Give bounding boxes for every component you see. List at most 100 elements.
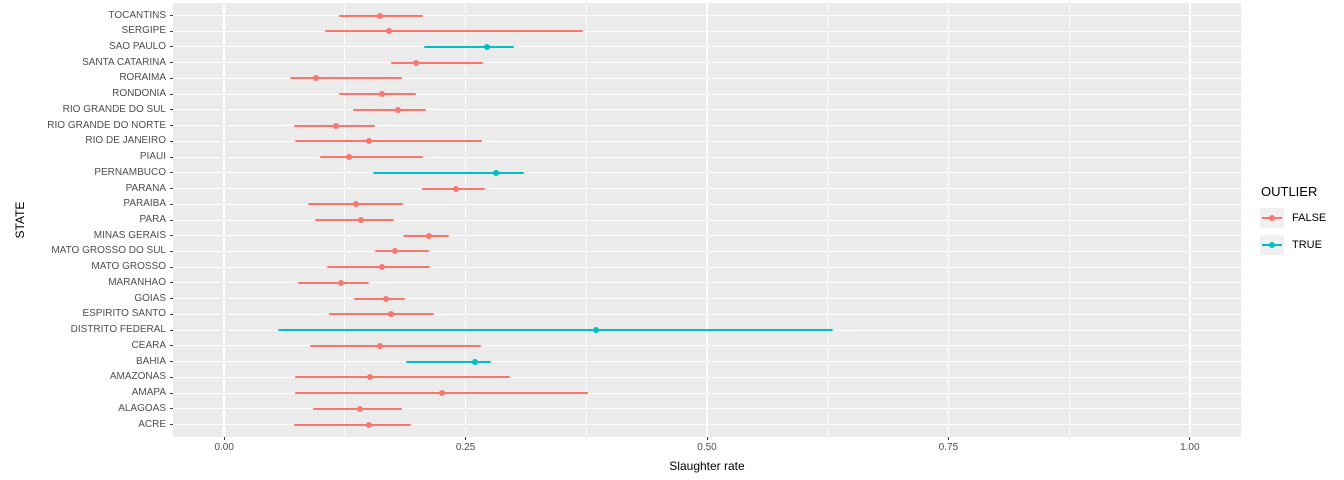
y-tick-label: SANTA CATARINA [82, 56, 166, 68]
legend-entry: FALSE [1260, 208, 1326, 228]
y-tick-label: PARA [139, 214, 167, 225]
y-axis-tick [170, 376, 173, 378]
error-bar [278, 329, 834, 332]
gridline-vertical-minor [827, 3, 829, 437]
error-bar [293, 423, 411, 426]
y-axis-tick [170, 30, 173, 32]
y-axis-tick [170, 298, 173, 300]
data-point [394, 106, 401, 113]
data-point [492, 169, 499, 176]
error-bar [289, 77, 402, 80]
y-axis-tick [170, 392, 173, 394]
x-axis-tick [465, 437, 467, 440]
y-tick-label: RIO GRANDE DO SUL [62, 103, 166, 115]
gridline-vertical-major [464, 3, 467, 437]
y-tick-label: MINAS GERAIS [93, 229, 166, 241]
y-axis-tick [170, 408, 173, 410]
gridline-vertical-major [947, 3, 950, 437]
y-tick-label: BAHIA [135, 355, 166, 367]
data-point [392, 248, 399, 255]
legend-key-point [1269, 215, 1275, 221]
y-tick-label: RIO GRANDE DO NORTE [47, 119, 166, 131]
data-point [366, 421, 373, 428]
y-axis-tick [170, 188, 173, 190]
y-axis-tick [170, 46, 173, 48]
data-point [439, 390, 446, 397]
gridline-vertical-major [223, 3, 226, 437]
y-tick-label: DISTRITO FEDERAL [70, 324, 166, 336]
x-tick-label: 0.75 [938, 442, 959, 453]
error-bar [326, 266, 430, 269]
x-axis-tick [706, 437, 708, 440]
y-tick-label: PIAUI [139, 151, 166, 163]
y-axis-tick [170, 156, 173, 158]
gridline-vertical-minor [585, 3, 587, 437]
data-point [472, 358, 479, 365]
error-bar [405, 360, 491, 363]
error-bar [372, 171, 524, 174]
error-bar [324, 30, 584, 33]
y-tick-label: MATO GROSSO DO SUL [51, 245, 166, 257]
y-tick-label: RONDONIA [112, 88, 166, 100]
gridline-vertical-minor [1068, 3, 1070, 437]
y-tick-label: CEARA [131, 339, 166, 351]
data-point [376, 342, 383, 349]
error-bar [353, 297, 405, 300]
x-tick-label: 0.25 [455, 442, 476, 453]
legend-label: FALSE [1292, 212, 1327, 224]
error-bar [424, 45, 514, 48]
error-bar [319, 156, 424, 159]
y-axis-tick [170, 235, 173, 237]
plot-panel [173, 3, 1241, 437]
error-bar [352, 108, 426, 111]
y-axis-tick [170, 203, 173, 205]
y-tick-label: PERNAMBUCO [94, 166, 166, 178]
error-bar [339, 93, 417, 96]
y-tick-label: ALAGOAS [118, 402, 166, 414]
y-tick-label: SAO PAULO [108, 40, 166, 52]
y-axis-tick [170, 109, 173, 111]
legend-label: TRUE [1292, 239, 1322, 251]
y-axis-tick [170, 329, 173, 331]
data-point [358, 217, 365, 223]
y-axis-tick [170, 282, 173, 284]
legend-entries: FALSE TRUE [1260, 208, 1326, 255]
error-bar [329, 313, 434, 316]
y-axis-tick [170, 250, 173, 252]
legend-entry: TRUE [1260, 235, 1326, 255]
data-point [345, 154, 352, 161]
legend-key [1260, 208, 1284, 228]
x-tick-label: 1.00 [1180, 442, 1200, 453]
error-bar [294, 376, 510, 379]
y-tick-label: AMAZONAS [109, 371, 166, 383]
y-axis-tick [170, 313, 173, 315]
x-axis-tick [1189, 437, 1191, 440]
gridline-vertical-major [706, 3, 708, 437]
legend: OUTLIER FALSE TRUE [1260, 184, 1326, 262]
y-tick-label: AMAPA [131, 387, 166, 399]
legend-key-point [1269, 242, 1275, 248]
y-axis-tick [170, 77, 173, 79]
legend-title: OUTLIER [1261, 184, 1318, 199]
y-axis-tick [170, 219, 173, 221]
data-point [383, 295, 390, 302]
y-axis-tick [170, 172, 173, 174]
data-point [357, 405, 364, 412]
y-axis-tick [170, 266, 173, 268]
y-tick-label: ESPIRITO SANTO [82, 308, 166, 320]
y-tick-label: GOIAS [134, 292, 166, 304]
data-point [378, 91, 385, 98]
data-point [413, 59, 420, 66]
data-point [388, 311, 395, 318]
y-tick-label: PARAIBA [123, 198, 166, 210]
data-point [378, 264, 385, 271]
error-bar [310, 344, 482, 347]
y-tick-label: ACRE [138, 418, 166, 430]
data-point [353, 201, 360, 208]
data-point [338, 279, 345, 286]
y-axis-tick [170, 140, 173, 142]
y-axis-tick [170, 125, 173, 127]
y-axis-tick [170, 361, 173, 363]
y-tick-label: MARANHAO [108, 276, 166, 288]
y-tick-label: SERGIPE [121, 25, 166, 37]
